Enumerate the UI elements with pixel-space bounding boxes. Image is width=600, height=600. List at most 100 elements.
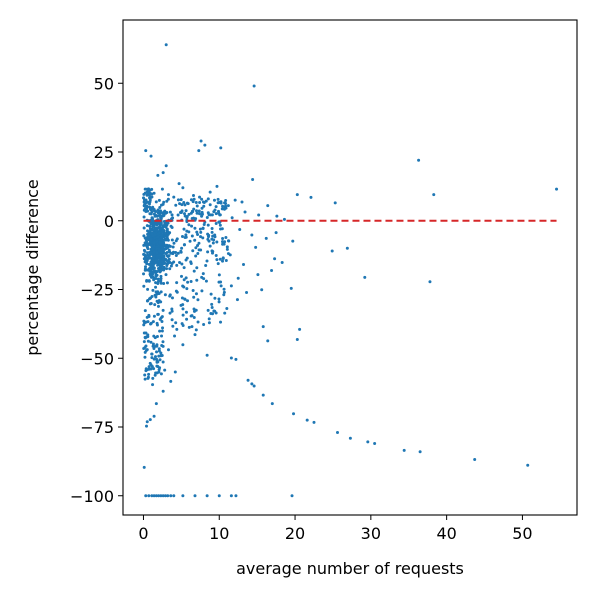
data-point	[204, 264, 208, 268]
data-point	[158, 227, 162, 231]
data-point	[191, 249, 195, 253]
data-point	[156, 173, 160, 177]
data-point	[202, 277, 206, 281]
y-axis-label: percentage difference	[23, 179, 42, 356]
data-point	[228, 253, 232, 257]
data-point	[145, 348, 149, 352]
data-point	[175, 237, 179, 241]
data-point	[152, 334, 156, 338]
data-point	[185, 287, 189, 291]
data-point	[155, 273, 159, 277]
data-point	[206, 308, 210, 312]
data-point	[402, 448, 406, 452]
data-point	[153, 303, 157, 307]
data-point	[146, 235, 150, 239]
data-point	[161, 171, 165, 175]
data-point	[196, 298, 200, 302]
data-point	[270, 269, 274, 273]
data-point	[165, 229, 169, 233]
x-tick-label: 50	[512, 524, 532, 543]
data-point	[183, 212, 186, 216]
data-point	[195, 230, 199, 234]
data-point	[150, 494, 154, 498]
data-point	[146, 251, 150, 255]
data-point	[211, 312, 215, 316]
data-point	[170, 238, 174, 242]
data-point	[181, 307, 185, 311]
data-point	[151, 288, 155, 292]
data-point	[160, 315, 164, 319]
data-point	[178, 202, 182, 206]
data-point	[221, 242, 225, 246]
data-point	[198, 201, 202, 204]
data-point	[156, 235, 160, 239]
data-point	[143, 267, 147, 271]
data-point	[243, 210, 247, 214]
data-point	[214, 253, 218, 257]
data-point	[149, 367, 153, 371]
data-point	[292, 412, 296, 416]
data-point	[345, 246, 349, 250]
data-point	[181, 343, 185, 347]
data-point	[148, 188, 152, 192]
data-point	[224, 258, 228, 262]
x-tick-label: 30	[361, 524, 381, 543]
data-point	[348, 436, 352, 440]
x-tick-label: 40	[436, 524, 456, 543]
data-point	[194, 328, 198, 332]
data-point	[223, 201, 227, 205]
data-point	[148, 212, 152, 216]
data-point	[156, 254, 160, 258]
data-point	[178, 261, 182, 265]
data-point	[149, 340, 153, 344]
data-point	[142, 243, 146, 247]
data-point	[153, 345, 157, 349]
data-point	[252, 384, 256, 388]
data-point	[165, 267, 169, 271]
data-point	[250, 382, 254, 386]
data-point	[155, 334, 159, 338]
data-point	[169, 264, 173, 268]
data-point	[190, 325, 194, 329]
data-point	[152, 414, 156, 418]
data-point	[218, 257, 222, 261]
data-point	[174, 251, 178, 254]
data-point	[250, 233, 254, 237]
data-point	[146, 229, 150, 233]
data-point	[211, 241, 215, 245]
data-point	[184, 209, 188, 213]
data-point	[201, 272, 205, 276]
data-point	[164, 273, 168, 277]
data-point	[193, 494, 197, 498]
data-point	[212, 309, 216, 313]
data-point	[156, 364, 160, 368]
data-point	[185, 317, 189, 321]
data-point	[159, 277, 163, 281]
data-point	[156, 263, 160, 267]
data-point	[143, 373, 147, 377]
data-point	[195, 209, 199, 213]
data-point	[157, 354, 161, 358]
data-point	[266, 339, 270, 343]
data-point	[163, 494, 167, 498]
data-point	[207, 321, 211, 325]
data-point	[156, 277, 160, 281]
data-point	[170, 296, 174, 300]
data-point	[155, 357, 159, 361]
data-point	[151, 217, 155, 221]
data-point	[142, 340, 146, 344]
data-point	[146, 191, 150, 195]
data-point	[166, 494, 170, 498]
data-point	[182, 227, 186, 231]
data-point	[185, 256, 189, 260]
data-point	[216, 197, 220, 201]
y-tick-label: 50	[94, 74, 114, 93]
data-point	[160, 268, 164, 272]
data-point	[164, 225, 168, 229]
data-point	[147, 313, 151, 317]
data-point	[150, 192, 154, 196]
data-point	[157, 347, 161, 351]
data-point	[195, 278, 199, 282]
data-point	[155, 269, 159, 273]
data-point	[160, 264, 164, 268]
